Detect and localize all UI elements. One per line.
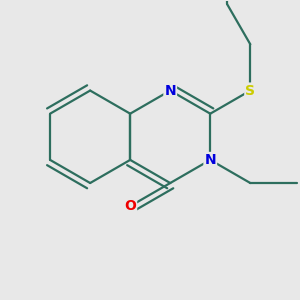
Text: O: O	[124, 199, 136, 213]
Text: N: N	[205, 153, 216, 167]
Text: S: S	[245, 84, 255, 98]
Text: N: N	[164, 84, 176, 98]
